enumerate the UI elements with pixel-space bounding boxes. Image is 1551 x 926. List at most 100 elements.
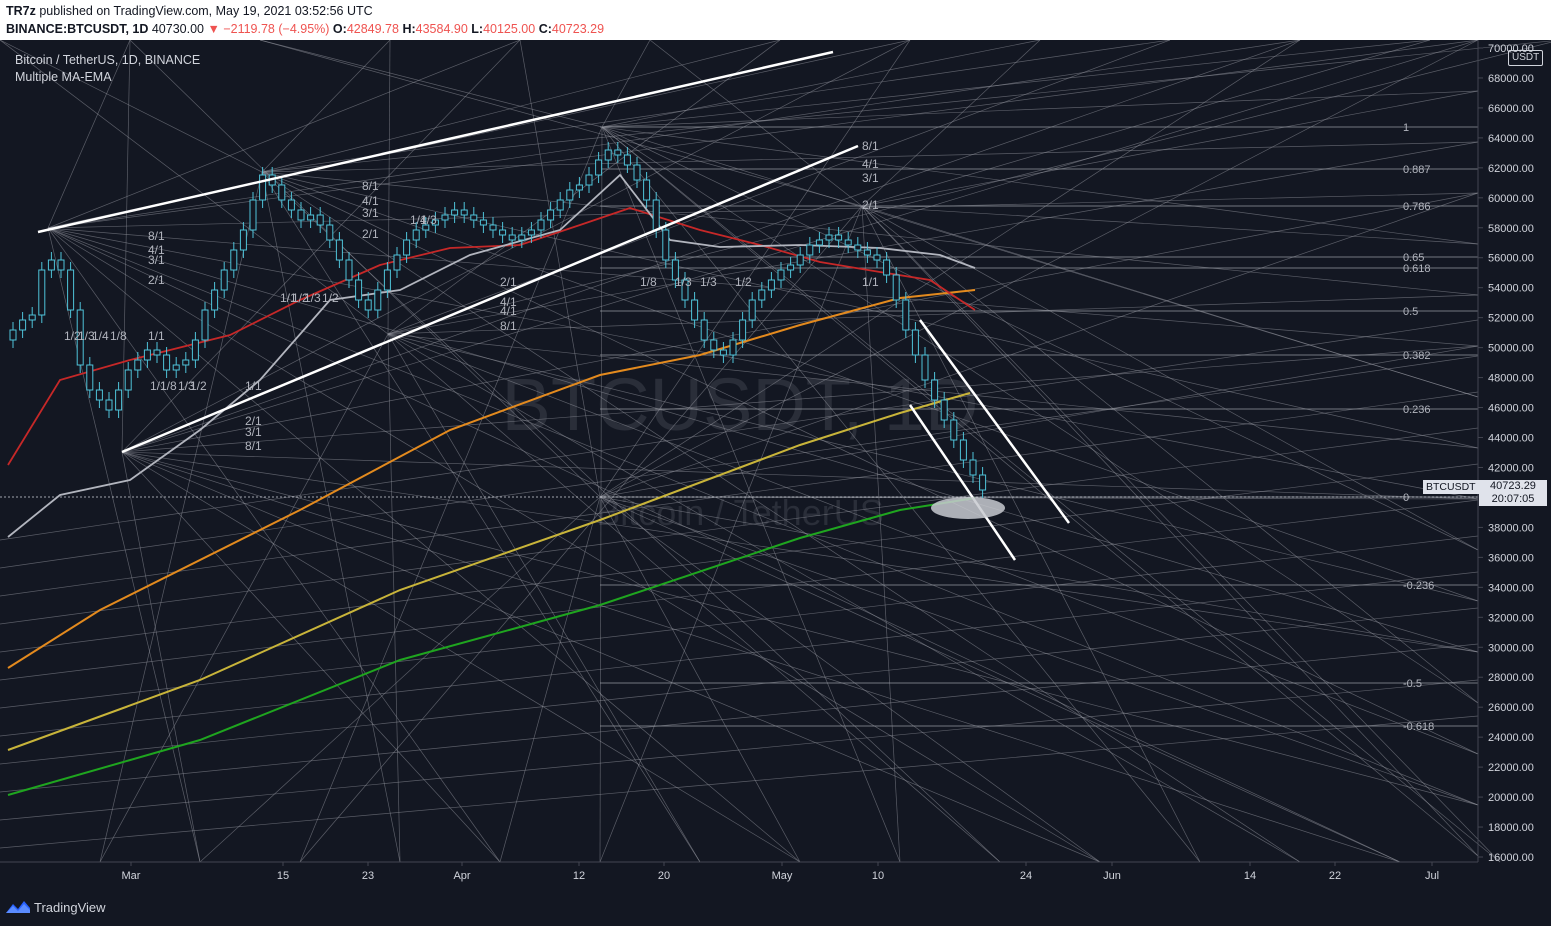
gann-fan-line (387, 333, 701, 863)
candle-body (259, 174, 267, 201)
candle-body (143, 349, 151, 361)
trend-line (908, 404, 1017, 561)
candle-body (595, 159, 603, 176)
gann-fan-line (47, 40, 1479, 229)
gann-fan-line (121, 451, 1401, 863)
gann-label: 8/1 (245, 439, 262, 453)
candle-body (499, 229, 507, 236)
candle-body (815, 239, 823, 246)
price-tick-label: 36000.00 (1488, 552, 1534, 564)
gann-fan-line (861, 205, 1501, 863)
gann-ray-line (0, 607, 1479, 765)
candle-body (172, 364, 180, 371)
candle-body (652, 199, 660, 231)
candle-body (719, 349, 727, 356)
price-tick-label: 38000.00 (1488, 522, 1534, 534)
price-tick-label: 64000.00 (1488, 133, 1534, 145)
candle-body (777, 269, 785, 281)
candle-body (979, 474, 987, 491)
gann-labels: 8/14/13/12/11/11/21/31/4 1/88/14/13/12/11… (64, 139, 879, 453)
price-tick-label: 68000.00 (1488, 73, 1534, 85)
candle-body (230, 249, 238, 271)
gann-fan-line (599, 40, 1479, 498)
fib-level-label: 0.65 (1403, 252, 1424, 264)
price-tick-label: 22000.00 (1488, 762, 1534, 774)
gann-label: 1/2 (64, 329, 81, 343)
candle-body (835, 234, 843, 241)
gann-fan-line (261, 171, 401, 863)
gann-ray-line (0, 535, 1479, 709)
time-tick-label: Apr (453, 870, 470, 882)
currency-label[interactable]: USDT (1508, 50, 1544, 66)
candle-body (441, 214, 449, 221)
current-price-tag: 40723.29 20:07:05 (1479, 480, 1547, 506)
gann-fan-line (601, 126, 1479, 245)
price-change: ▼ −2119.78 (−4.95%) (207, 22, 330, 36)
candle-body (604, 149, 612, 161)
price-tick-label: 62000.00 (1488, 163, 1534, 175)
highlight-ellipse[interactable] (931, 497, 1005, 519)
gann-label: 1/2 (292, 291, 309, 305)
gann-fan-line (601, 40, 1431, 128)
gann-label: 1/3 (675, 275, 692, 289)
candle-body (38, 269, 46, 316)
watermark-symbol: BTCUSDT, 1D (502, 363, 979, 446)
fib-level-label: 0.786 (1403, 201, 1431, 213)
ohlc-line: BINANCE:BTCUSDT, 1D 40730.00 ▼ −2119.78 … (6, 22, 604, 36)
trend-line (918, 319, 1071, 524)
gann-fan-line (0, 40, 389, 335)
ma-grey-line (7, 173, 976, 538)
gann-fan-line (99, 171, 263, 863)
candle-body (508, 234, 516, 241)
candle-body (115, 389, 123, 411)
candle-body (902, 299, 910, 331)
candle-body (105, 399, 113, 411)
price-tick-label: 54000.00 (1488, 283, 1534, 295)
author-name[interactable]: TR7z (6, 4, 36, 18)
candle-body (729, 339, 737, 356)
chart-legend: Bitcoin / TetherUS, 1D, BINANCE Multiple… (15, 53, 200, 87)
gann-fan-line (121, 192, 1479, 453)
gann-label: 1/3 (420, 213, 437, 227)
gann-fan-line (861, 205, 1479, 857)
gann-label: 2/1 (245, 414, 262, 428)
gann-fan-line (47, 227, 1479, 806)
candle-body (451, 209, 459, 216)
gann-fan-lines[interactable] (0, 40, 1551, 863)
fib-retracement[interactable]: 1 0.887 0.786 0.650.618 0.5 0.382 0.236 0 -0.236… (0, 122, 1478, 733)
time-tick-label: 24 (1020, 870, 1032, 882)
time-axis[interactable]: Mar 15 23 Apr 12 20 May 10 24 Jun 14 22 Jul (122, 862, 1440, 882)
gann-label: 1/3 (178, 379, 195, 393)
price-tick-label: 28000.00 (1488, 672, 1534, 684)
gann-fan-line (387, 333, 1301, 863)
trend-lines[interactable] (37, 50, 1071, 561)
gann-label: 1/1 (862, 275, 879, 289)
fib-level-label: 0.236 (1403, 404, 1431, 416)
candle-body (479, 219, 487, 226)
gann-fan-line (861, 205, 901, 863)
gann-fan-line (601, 40, 1041, 128)
fib-level-label: -0.5 (1403, 678, 1422, 690)
tradingview-brand[interactable]: TradingView (34, 900, 106, 915)
price-chart[interactable]: BTCUSDT, 1D Bitcoin / TetherUS 10.8870.7… (0, 40, 1551, 886)
gann-label: 4/1 (500, 304, 517, 318)
gann-fan-line (599, 496, 1479, 806)
candle-body (249, 199, 257, 231)
close-label: C: (538, 22, 552, 36)
gann-label: 1/1 (245, 379, 262, 393)
fib-level-label: -0.618 (1403, 721, 1434, 733)
candle-body (326, 224, 334, 241)
symbol-price-tag: BTCUSDT (1423, 480, 1479, 494)
price-axis[interactable]: 70000.00 68000.00 66000.00 64000.00 62000.00… (1478, 43, 1534, 864)
legend-indicator[interactable]: Multiple MA-EMA (15, 70, 112, 84)
candle-body (307, 214, 315, 221)
candle-body (959, 439, 967, 461)
time-tick-label: Mar (122, 870, 141, 882)
gann-label: 1/1 (280, 291, 297, 305)
gann-fan-line (261, 171, 701, 863)
publish-info: TR7z published on TradingView.com, May 1… (6, 4, 373, 18)
gann-fan-line (47, 40, 1301, 229)
candle-body (854, 244, 862, 251)
candle-body (575, 184, 583, 191)
candle-body (911, 329, 919, 356)
